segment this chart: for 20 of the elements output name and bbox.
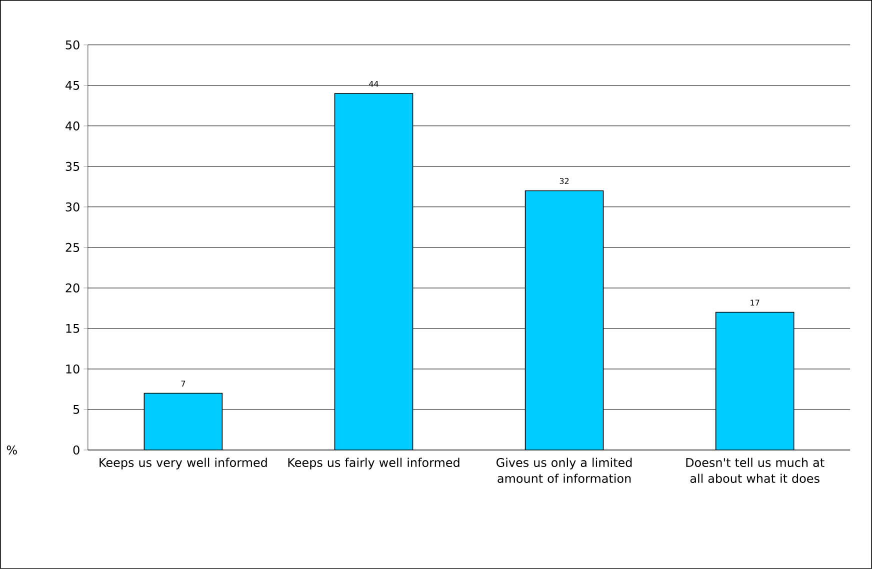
y-tick-label: 0 — [73, 446, 80, 455]
y-tick-label: 15 — [66, 324, 80, 333]
x-tick-label: Keeps us very well informed — [100, 458, 267, 470]
bar — [715, 312, 794, 450]
y-tick-label: 5 — [73, 405, 80, 414]
y-axis-title: % — [6, 446, 17, 455]
bar — [524, 190, 604, 450]
x-tick-label: Keeps us fairly well informed — [288, 458, 460, 470]
x-tick-label: Gives us only a limited amount of information — [496, 458, 632, 483]
y-tick-label: 25 — [66, 242, 80, 252]
y-tick-label: 10 — [66, 364, 80, 374]
bar — [334, 93, 414, 450]
y-tick-label: 30 — [66, 202, 80, 212]
y-tick-label: 35 — [66, 162, 80, 171]
y-tick-label: 40 — [66, 121, 80, 130]
y-tick-label: 50 — [66, 40, 80, 50]
y-tick-label: 45 — [66, 80, 80, 90]
bar — [144, 392, 223, 450]
x-tick-label: Doesn't tell us much at all about what it does — [686, 458, 824, 483]
y-tick-label: 20 — [66, 283, 80, 293]
